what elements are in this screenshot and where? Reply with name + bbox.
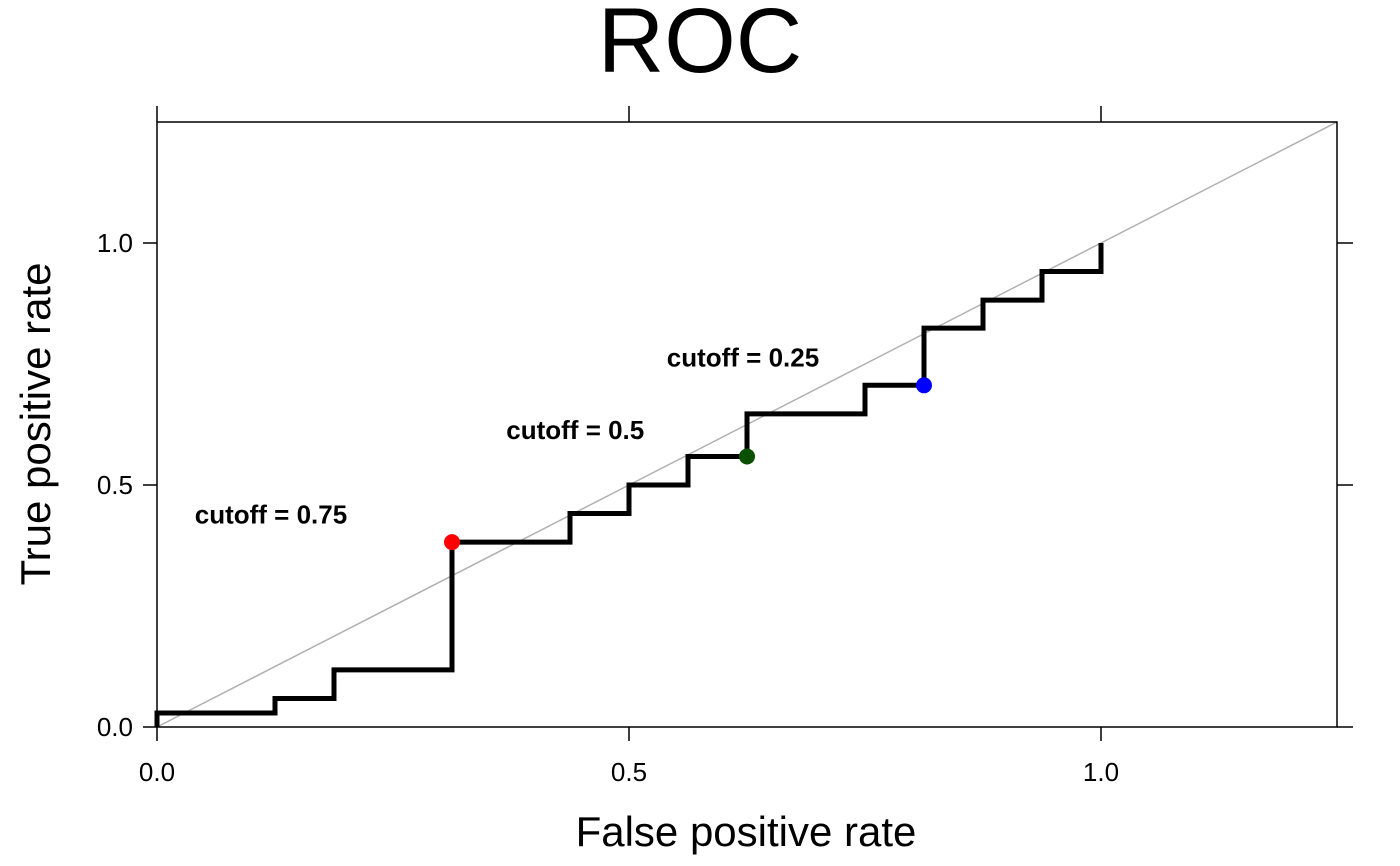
cutoff-label: cutoff = 0.25 <box>667 342 819 372</box>
roc-curve-line <box>154 243 1104 727</box>
cutoff-point <box>444 534 460 551</box>
x-tick-label: 0.0 <box>139 757 175 787</box>
cutoff-point <box>739 448 755 465</box>
y-tick-label: 1.0 <box>97 228 133 258</box>
x-axis-label: False positive rate <box>576 808 917 855</box>
chart-title: ROC <box>598 0 802 92</box>
cutoff-label: cutoff = 0.75 <box>195 500 347 530</box>
y-tick-label: 0.5 <box>97 470 133 500</box>
y-axis-label: True positive rate <box>12 263 59 586</box>
plot-frame <box>156 121 1338 728</box>
plot-area: 0.0 0.5 1.0 0.0 0.5 1.0 cutoff = 0.75 cutoff = … <box>97 106 1353 787</box>
x-tick-label: 1.0 <box>1083 757 1119 787</box>
x-tick-label: 0.5 <box>611 757 647 787</box>
cutoff-point <box>916 377 932 394</box>
y-tick-label: 0.0 <box>97 712 133 742</box>
cutoff-label: cutoff = 0.5 <box>506 415 644 445</box>
